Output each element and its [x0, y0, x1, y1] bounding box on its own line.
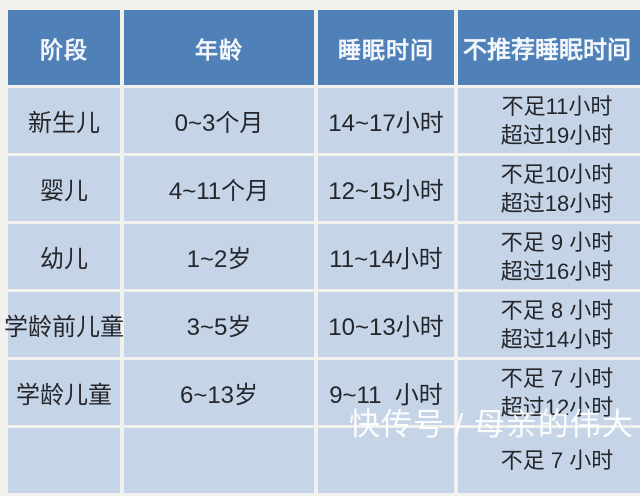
cell-age: 4~11个月 — [124, 156, 314, 221]
cell-not-recommended: 不足 9 小时 超过16小时 — [458, 224, 640, 289]
table-row: 学龄前儿童 3~5岁 10~13小时 不足 8 小时 超过14小时 — [4, 292, 640, 357]
cell-sleep: 9~11 小时 — [318, 360, 454, 425]
not-recommended-line: 超过12小时 — [500, 394, 614, 420]
cell-not-recommended: 不足10小时 超过18小时 — [458, 156, 640, 221]
header-cell-stage: 阶段 — [8, 10, 120, 85]
header-cell-sleep: 睡眠时间 — [318, 10, 454, 85]
not-recommended-line: 不足 8 小时 — [500, 297, 614, 323]
cell-age: 1~2岁 — [124, 224, 314, 289]
cell-stage: 新生儿 — [8, 88, 120, 153]
cell-stage — [8, 428, 120, 493]
header-cell-age: 年龄 — [124, 10, 314, 85]
cell-stage: 学龄儿童 — [8, 360, 120, 425]
cell-sleep: 12~15小时 — [318, 156, 454, 221]
not-recommended-line: 超过19小时 — [500, 122, 614, 148]
not-recommended-line: 不足11小时 — [501, 93, 613, 119]
table-row: 新生儿 0~3个月 14~17小时 不足11小时 超过19小时 — [8, 88, 640, 153]
not-recommended-line: 不足 7 小时 — [500, 365, 614, 391]
cell-stage: 婴儿 — [8, 156, 120, 221]
cell-age: 3~5岁 — [124, 292, 314, 357]
not-recommended-line: 不足10小时 — [500, 161, 614, 187]
cell-sleep: 10~13小时 — [318, 292, 454, 357]
cell-age — [124, 428, 314, 493]
not-recommended-line: 超过18小时 — [500, 190, 614, 216]
cell-not-recommended: 不足11小时 超过19小时 — [458, 88, 640, 153]
table-row: 学龄儿童 6~13岁 9~11 小时 不足 7 小时 超过12小时 — [8, 360, 640, 425]
table-row: 婴儿 4~11个月 12~15小时 不足10小时 超过18小时 — [8, 156, 640, 221]
cell-not-recommended: 不足 8 小时 超过14小时 — [458, 292, 640, 357]
header-cell-not-recommended: 不推荐睡眠时间 — [458, 10, 640, 85]
cell-sleep: 14~17小时 — [318, 88, 454, 153]
not-recommended-line: 不足 7 小时 — [500, 448, 614, 473]
cell-not-recommended: 不足 7 小时 超过12小时 — [458, 360, 640, 425]
not-recommended-line: 超过16小时 — [500, 258, 614, 284]
cell-age: 6~13岁 — [124, 360, 314, 425]
not-recommended-line: 不足 9 小时 — [500, 229, 614, 255]
table-header-row: 阶段 年龄 睡眠时间 不推荐睡眠时间 — [8, 10, 640, 85]
watermark-text: 快传号 / 母亲的伟大 — [349, 407, 634, 442]
table-row: 幼儿 1~2岁 11~14小时 不足 9 小时 超过16小时 — [8, 224, 640, 289]
cell-age: 0~3个月 — [124, 88, 314, 153]
not-recommended-line: 超过14小时 — [500, 326, 614, 352]
cell-sleep: 11~14小时 — [318, 224, 454, 289]
cell-stage: 幼儿 — [8, 224, 120, 289]
cell-stage: 学龄前儿童 — [4, 292, 124, 357]
